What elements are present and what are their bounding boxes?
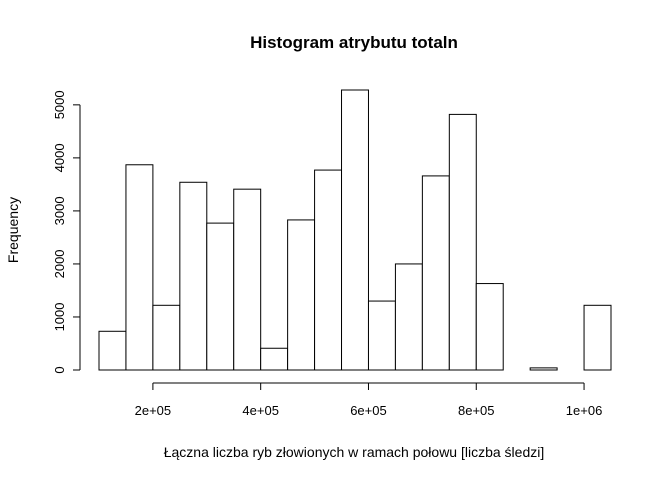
y-tick-label: 4000 [52,143,67,172]
histogram-bar [341,89,369,371]
histogram-bars [98,89,612,371]
histogram-bar [394,263,423,371]
y-tick-label: 1000 [52,303,67,332]
y-axis-ticks: 0 1000 2000 3000 4000 5000 [52,90,80,374]
y-tick-label: 0 [52,366,67,373]
y-tick-label: 2000 [52,249,67,278]
histogram-bar [152,304,181,371]
histogram-bar [314,169,343,371]
histogram-bar [98,330,127,371]
histogram-bar [475,283,504,371]
histogram-bar [529,367,558,371]
histogram-bar [179,181,208,371]
histogram-bar [206,222,235,371]
x-tick-label: 8e+05 [458,403,495,418]
y-tick-label: 5000 [52,90,67,119]
x-axis-label: Łączna liczba ryb złowionych w ramach po… [164,444,545,460]
x-tick-label: 4e+05 [242,403,279,418]
histogram-bar [233,188,262,371]
histogram-bar [367,300,396,371]
histogram-bar [421,175,450,371]
histogram-bar [287,219,316,371]
x-tick-label: 6e+05 [350,403,387,418]
histogram-bar [583,304,612,371]
y-axis-label: Frequency [5,197,21,263]
histogram-bar [125,164,154,371]
x-tick-label: 1e+06 [566,403,603,418]
histogram-bar [260,347,289,371]
y-tick-label: 3000 [52,196,67,225]
chart-title: Histogram atrybutu totaln [250,33,458,52]
x-axis-ticks: 2e+05 4e+05 6e+05 8e+05 1e+06 [135,383,603,418]
x-tick-label: 2e+05 [135,403,172,418]
histogram-bar [448,113,477,371]
